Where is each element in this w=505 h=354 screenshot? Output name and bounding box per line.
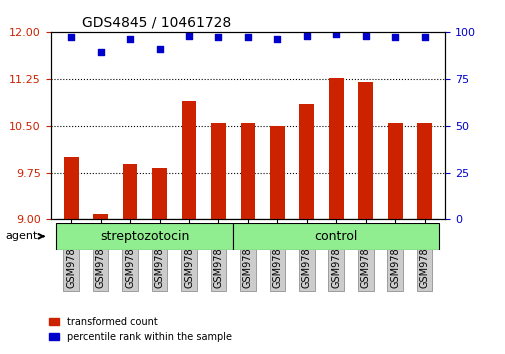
Point [420,35,428,40]
Bar [181,101,196,219]
Text: streptozotocin: streptozotocin [100,230,189,243]
Bar [211,122,225,219]
FancyBboxPatch shape [57,223,233,250]
Legend: transformed count, percentile rank within the sample: transformed count, percentile rank withi… [45,313,235,346]
Point [96,50,105,55]
Point [332,31,340,36]
Point [243,35,251,40]
Point [126,36,134,42]
Point [273,36,281,42]
Point [361,33,369,39]
Bar [358,82,372,219]
Point [155,46,163,52]
Bar [387,122,402,219]
Bar [270,126,284,219]
Bar [417,122,431,219]
Text: GDS4845 / 10461728: GDS4845 / 10461728 [82,15,231,29]
Bar [240,122,255,219]
Bar [328,78,343,219]
Bar [299,104,314,219]
Point [214,35,222,40]
Point [390,35,398,40]
Point [185,33,193,39]
Bar [152,168,167,219]
Bar [64,157,78,219]
Text: control: control [314,230,357,243]
FancyBboxPatch shape [233,223,438,250]
Bar [123,165,137,219]
Point [67,35,75,40]
Point [302,33,310,39]
Text: agent: agent [5,231,43,241]
Bar [93,215,108,219]
